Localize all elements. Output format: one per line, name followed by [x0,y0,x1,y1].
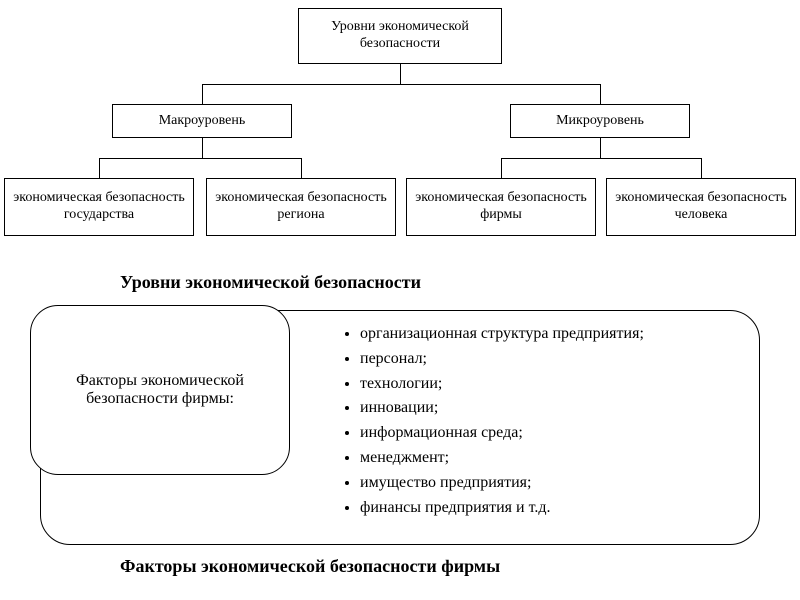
tree-level2-node-person: экономическая безопасность человека [606,178,796,236]
factors-label-box: Факторы экономической безопасности фирмы… [30,305,290,475]
factors-list-item: информационная среда; [360,421,644,446]
tree-level1-node-macro: Макроуровень [112,104,292,138]
tree-level2-node-state: экономическая безопасность государства [4,178,194,236]
tree-root-node: Уровни экономической безопасности [298,8,502,64]
factors-list-item: инновации; [360,396,644,421]
factors-list-item: персонал; [360,347,644,372]
chart-caption: Уровни экономической безопасности [120,272,421,293]
factors-caption: Факторы экономической безопасности фирмы [120,556,500,577]
factors-list-item: менеджмент; [360,446,644,471]
factors-list-item: имущество предприятия; [360,471,644,496]
factors-list-item: технологии; [360,372,644,397]
tree-level1-node-micro: Микроуровень [510,104,690,138]
factors-list-item: организационная структура предприятия; [360,322,644,347]
factors-list: организационная структура предприятия;пе… [340,322,644,520]
tree-level2-node-firm: экономическая безопасность фирмы [406,178,596,236]
factors-list-item: финансы предприятия и т.д. [360,496,644,521]
tree-level2-node-region: экономическая безопасность региона [206,178,396,236]
